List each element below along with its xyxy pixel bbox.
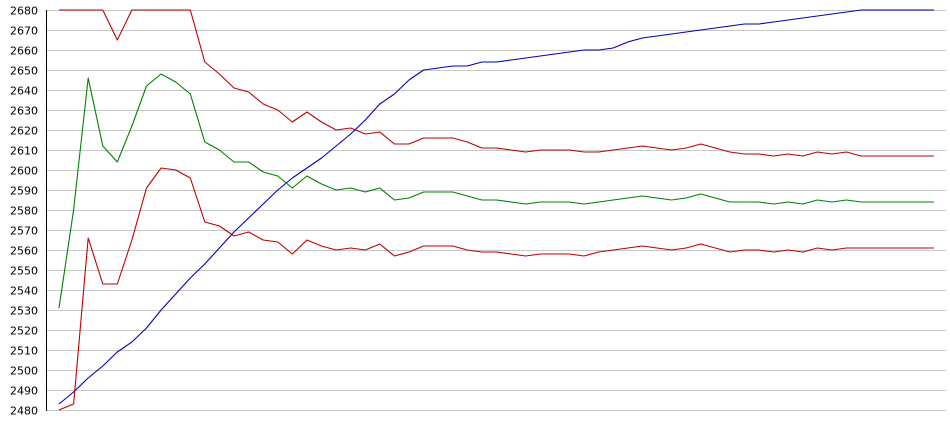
y-tick-label: 2490 bbox=[10, 385, 38, 398]
series-line-2 bbox=[59, 9, 934, 157]
y-tick-label: 2620 bbox=[10, 125, 38, 138]
series-line-4 bbox=[58, 167, 934, 411]
y-tick-label: 2610 bbox=[10, 145, 38, 158]
y-tick-label: 2550 bbox=[10, 265, 38, 278]
y-tick-label: 2600 bbox=[10, 165, 38, 178]
series-line-3 bbox=[58, 73, 934, 309]
gridlines bbox=[46, 10, 946, 411]
series-line-1 bbox=[58, 9, 934, 405]
y-axis-tick-labels: 2480 2490 2500 2510 2520 2530 2540 2550 2560 2570… bbox=[10, 5, 38, 418]
y-tick-label: 2500 bbox=[10, 365, 38, 378]
y-tick-label: 2530 bbox=[10, 305, 38, 318]
y-tick-label: 2640 bbox=[10, 85, 38, 98]
y-tick-label: 2520 bbox=[10, 325, 38, 338]
y-tick-label: 2680 bbox=[10, 5, 38, 18]
y-tick-label: 2570 bbox=[10, 225, 38, 238]
y-tick-label: 2540 bbox=[10, 285, 38, 298]
y-tick-label: 2660 bbox=[10, 45, 38, 58]
series-lines bbox=[58, 9, 934, 411]
y-tick-label: 2580 bbox=[10, 205, 38, 218]
y-tick-label: 2480 bbox=[10, 405, 38, 418]
y-tick-label: 2510 bbox=[10, 345, 38, 358]
y-tick-label: 2670 bbox=[10, 25, 38, 38]
y-tick-label: 2630 bbox=[10, 105, 38, 118]
y-tick-label: 2590 bbox=[10, 185, 38, 198]
y-tick-label: 2650 bbox=[10, 65, 38, 78]
y-tick-label: 2560 bbox=[10, 245, 38, 258]
